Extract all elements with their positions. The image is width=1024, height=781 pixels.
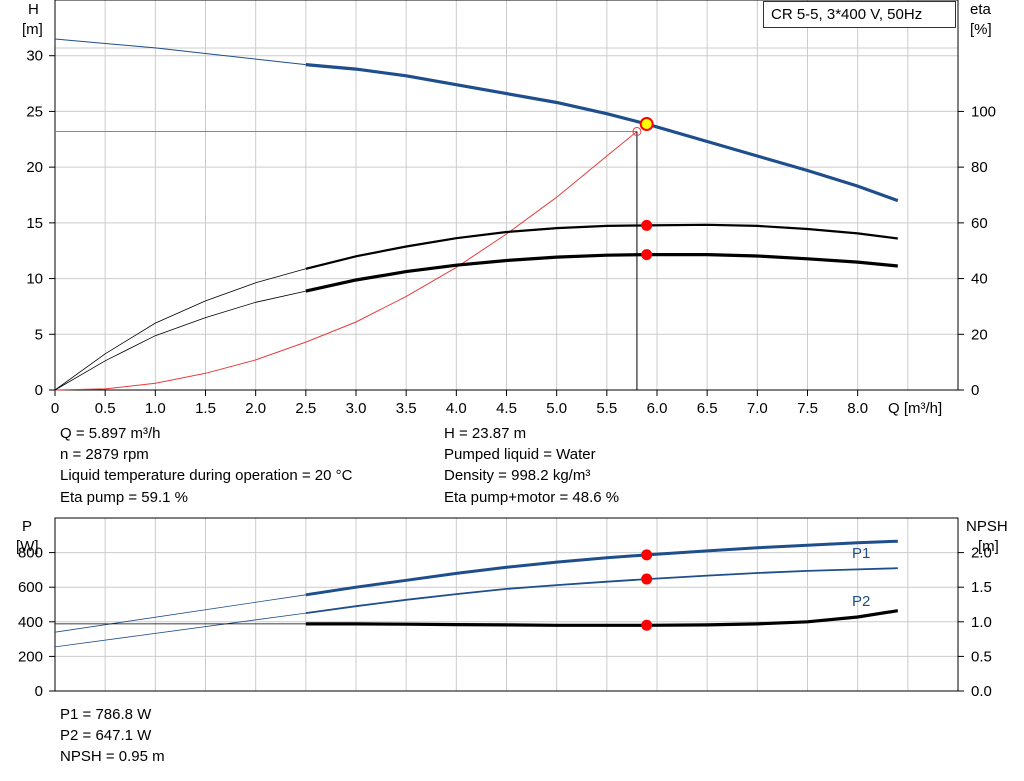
top-left-axis-label-h: H [28,1,39,18]
x-tick-label: 2.0 [245,400,266,417]
x-tick-label: 6.0 [647,400,668,417]
h-tick-label: 25 [26,103,43,120]
x-tick-label: 7.0 [747,400,768,417]
h-curve-extrapolated [54,38,306,66]
x-tick-label: 5.5 [596,400,617,417]
npsh-tick-label: 1.0 [971,614,992,631]
h-tick-label: 10 [26,271,43,288]
info-density: Density = 998.2 kg/m³ [444,467,591,484]
p2-curve-extrapolated [54,612,306,648]
p1-duty-point [641,549,653,561]
h-curve [305,63,899,203]
p-tick-label: 600 [18,579,43,596]
p1-curve-label: P1 [852,545,870,562]
info-p2: P2 = 647.1 W [60,727,152,744]
h-tick-label: 30 [26,48,43,65]
npsh-tick-label: 0.0 [971,683,992,700]
x-tick-label: 0 [51,400,59,417]
h-tick-label: 5 [35,326,43,343]
bottom-axes: 0 200 400 600 800 0.0 0.5 1.0 1.5 2.0 [18,517,992,700]
p-tick-label: 800 [18,545,43,562]
pump-model-legend: CR 5-5, 3*400 V, 50Hz [763,1,956,28]
x-tick-label: 1.5 [195,400,216,417]
x-tick-label: 8.0 [847,400,868,417]
info-eta-pump: Eta pump = 59.1 % [60,489,188,506]
bottom-plot-frame [54,517,959,692]
info-flow: Q = 5.897 m³/h [60,425,161,442]
info-liquid-temperature: Liquid temperature during operation = 20… [60,467,353,484]
top-curves [54,38,899,391]
h-duty-point [639,117,654,132]
h-tick-label: 20 [26,159,43,176]
p2-curve [305,567,898,614]
top-right-axis-label-eta: eta [970,1,992,18]
p1-curve-extrapolated [54,594,306,633]
bottom-left-axis-label-unit: [W] [16,538,39,555]
eta-pump-duty-point [641,219,653,231]
info-head: H = 23.87 m [444,425,527,442]
system-intersection-marker [632,126,642,136]
p2-curve-label: P2 [852,593,870,610]
x-tick-label: 3.5 [396,400,417,417]
bottom-right-axis-label-npsh: NPSH [966,518,1008,535]
p2-duty-point [641,573,653,585]
x-tick-label: 6.5 [697,400,718,417]
x-tick-label: 4.5 [496,400,517,417]
eta-tick-label: 20 [971,326,988,343]
x-tick-label: 7.5 [797,400,818,417]
p-tick-label: 0 [35,683,43,700]
bottom-curves [54,539,899,648]
x-tick-label: 4.0 [446,400,467,417]
x-axis-unit-label: Q [m³/h] [888,400,942,417]
x-tick-label: 3.0 [346,400,367,417]
eta-total-duty-point [641,249,653,261]
p-tick-label: 400 [18,614,43,631]
npsh-curve [305,609,899,627]
eta-tick-label: 40 [971,271,988,288]
bottom-left-axis-label-p: P [22,518,32,535]
eta-tick-label: 80 [971,159,988,176]
x-tick-label: 0.5 [95,400,116,417]
eta-tick-label: 60 [971,215,988,232]
h-tick-label: 0 [35,382,43,399]
info-speed: n = 2879 rpm [60,446,149,463]
p-tick-label: 200 [18,648,43,665]
eta-total-curve-extrapolated [54,290,306,391]
x-tick-label: 1.0 [145,400,166,417]
duty-point-markers [639,117,654,631]
bottom-right-axis-label-unit: [m] [978,538,999,555]
top-right-axis-label-unit: [%] [970,21,992,38]
info-eta-pump-motor: Eta pump+motor = 48.6 % [444,489,620,506]
top-grid [55,0,958,391]
h-tick-label: 15 [26,215,43,232]
npsh-tick-label: 1.5 [971,579,992,596]
eta-tick-label: 0 [971,382,979,399]
top-left-axis-label-unit: [m] [22,21,43,38]
eta-total-curve [305,253,898,293]
system-curve [54,131,638,391]
eta-tick-label: 100 [971,103,996,120]
npsh-duty-point [641,619,653,631]
eta-pump-curve-extrapolated [54,268,306,391]
eta-pump-curve [305,223,898,270]
npsh-tick-label: 0.5 [971,648,992,665]
info-npsh: NPSH = 0.95 m [60,748,165,765]
npsh-tick-label: 2.0 [971,545,992,562]
info-pumped-liquid: Pumped liquid = Water [444,446,596,463]
x-tick-label: 2.5 [295,400,316,417]
p1-curve [305,539,898,597]
x-tick-label: 5.0 [546,400,567,417]
info-p1: P1 = 786.8 W [60,706,152,723]
top-axes: 0 0.5 1.0 1.5 2.0 2.5 3.0 3.5 4.0 4.5 5.0 5.5 6.0 6.5… [26,0,996,417]
